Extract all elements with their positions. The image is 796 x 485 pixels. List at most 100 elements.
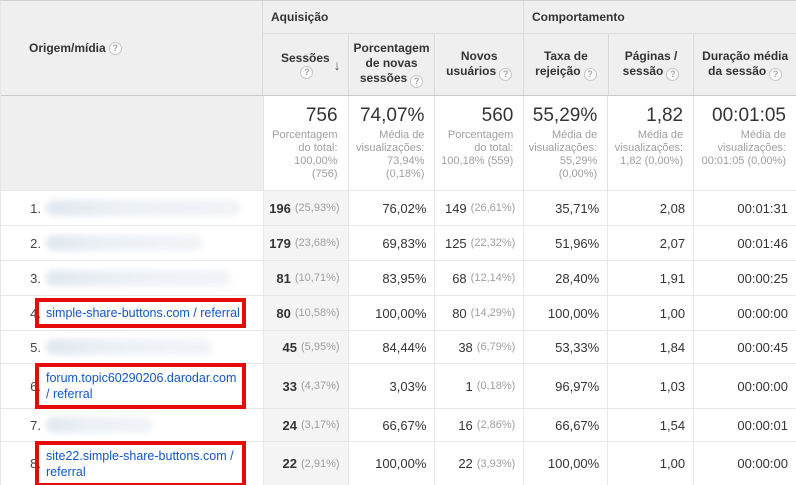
bounce-rate-value: 66,67%: [523, 409, 607, 441]
sort-descending-icon[interactable]: ↓: [333, 57, 341, 73]
redacted-source-blur: [46, 235, 203, 251]
totals-sessions-value: 756: [305, 105, 338, 126]
source-link[interactable]: site22.simple-share-buttons.com / referr…: [46, 448, 234, 479]
sessions-share: (3,17%): [301, 419, 340, 431]
new-users-share: (3,93%): [476, 457, 516, 470]
column-header-avg-session-duration-label: Duração média da sessão: [702, 48, 789, 78]
bounce-rate-value: 53,33%: [523, 331, 607, 363]
pct-new-sessions-value: 100,00%: [347, 442, 435, 485]
help-icon[interactable]: ?: [300, 65, 314, 79]
avg-session-duration-value: 00:00:00: [693, 296, 796, 330]
red-annotation-box: forum.topic60290206.darodar.com / referr…: [35, 363, 246, 409]
help-icon[interactable]: ?: [769, 67, 783, 81]
sessions-share: (10,71%): [294, 272, 340, 284]
column-header-pages-per-session[interactable]: Páginas / sessão?: [607, 34, 694, 95]
totals-new-users-value: 560: [481, 105, 514, 126]
dimension-label[interactable]: Origem/mídia: [29, 41, 106, 55]
pct-new-sessions-value: 69,83%: [347, 226, 435, 260]
table-row: 7. 24 (3,17%) 66,67% 16 (2,86%) 66,67% 1,5…: [1, 409, 796, 442]
new-users-value: 1: [465, 378, 473, 394]
sessions-share: (10,58%): [294, 307, 340, 319]
pages-per-session-value: 1,84: [607, 331, 693, 363]
totals-pages-per-session-note: Média de visualizações: 1,82 (0,00%): [614, 129, 684, 167]
redacted-source-blur: [46, 270, 231, 286]
sessions-value: 45: [282, 339, 297, 355]
bounce-rate-value: 35,71%: [523, 191, 607, 225]
column-header-pct-new-sessions-label: Porcentagem de novas sessões: [353, 41, 430, 85]
sessions-value: 33: [282, 378, 297, 394]
group-behavior: Comportamento Taxa de rejeição? Páginas …: [523, 1, 796, 95]
column-header-sessions[interactable]: Sessões ? ↓: [263, 34, 348, 95]
table-row: 2. 179 (23,68%) 69,83% 125 (22,32%) 51,96%…: [1, 226, 796, 261]
new-users-share: (2,86%): [476, 419, 516, 431]
totals-bounce-rate: 55,29% Média de visualizações: 55,29% (0…: [523, 96, 607, 190]
pages-per-session-value: 2,07: [607, 226, 693, 260]
new-users-value: 80: [452, 305, 467, 321]
bounce-rate-value: 100,00%: [523, 296, 607, 330]
totals-pct-new-sessions-value: 74,07%: [359, 105, 425, 126]
new-users-value: 38: [458, 339, 473, 355]
table-row: 3. 81 (10,71%) 83,95% 68 (12,14%) 28,40% 1…: [1, 261, 796, 296]
table-row: 4. simple-share-buttons.com / referral 80…: [1, 296, 796, 331]
new-users-share: (22,32%): [470, 237, 516, 249]
sessions-value: 22: [282, 456, 297, 471]
avg-session-duration-value: 00:01:31: [693, 191, 796, 225]
help-icon[interactable]: ?: [410, 75, 424, 88]
totals-sessions-note: Porcentagem do total: 100,00% (756): [272, 129, 338, 180]
column-header-pct-new-sessions[interactable]: Porcentagem de novas sessões?: [347, 34, 435, 95]
column-header-avg-session-duration[interactable]: Duração média da sessão?: [693, 34, 796, 95]
avg-session-duration-value: 00:00:25: [693, 261, 796, 295]
totals-new-users: 560 Porcentagem do total: 100,18% (559): [434, 96, 523, 190]
row-index: 3.: [30, 270, 41, 286]
column-header-new-users[interactable]: Novos usuários?: [434, 34, 523, 95]
avg-session-duration-value: 00:01:46: [693, 226, 796, 260]
avg-session-duration-value: 00:00:01: [693, 409, 796, 441]
pct-new-sessions-value: 3,03%: [347, 364, 435, 408]
bounce-rate-value: 100,00%: [523, 442, 607, 485]
sessions-share: (4,37%): [301, 380, 340, 392]
pages-per-session-value: 1,00: [607, 296, 693, 330]
totals-bounce-rate-note: Média de visualizações: 55,29% (0,00%): [528, 129, 598, 180]
new-users-share: (14,29%): [470, 307, 516, 319]
table-row: 8. site22.simple-share-buttons.com / refe…: [1, 440, 796, 485]
help-icon[interactable]: ?: [499, 67, 513, 81]
new-users-share: (12,14%): [470, 272, 516, 284]
totals-row: 756 Porcentagem do total: 100,00% (756) …: [1, 96, 796, 191]
column-header-bounce-rate[interactable]: Taxa de rejeição?: [524, 34, 608, 95]
totals-avg-session-duration-note: Média de visualizações: 00:01:05 (0,00%): [701, 129, 786, 167]
column-header-sessions-label: Sessões: [280, 50, 330, 65]
dimension-header[interactable]: Origem/mídia ?: [1, 1, 262, 95]
new-users-share: (26,61%): [470, 202, 516, 214]
totals-pct-new-sessions-note: Média de visualizações: 73,94% (0,18%): [355, 129, 425, 180]
new-users-value: 16: [458, 417, 473, 433]
totals-pct-new-sessions: 74,07% Média de visualizações: 73,94% (0…: [347, 96, 435, 190]
new-users-share: (0,18%): [476, 380, 516, 392]
row-index: 1.: [30, 200, 41, 216]
column-header-new-users-label: Novos usuários: [446, 48, 498, 78]
totals-bounce-rate-value: 55,29%: [532, 105, 598, 126]
group-acquisition: Aquisição Sessões ? ↓ Porcentagem de nov…: [262, 1, 523, 95]
source-link[interactable]: simple-share-buttons.com / referral: [46, 306, 240, 320]
pct-new-sessions-value: 66,67%: [347, 409, 435, 441]
pages-per-session-value: 1,00: [607, 442, 693, 485]
help-icon[interactable]: ?: [583, 67, 597, 81]
totals-avg-session-duration-value: 00:01:05: [712, 105, 786, 126]
group-behavior-title: Comportamento: [524, 1, 796, 34]
new-users-value: 125: [444, 235, 467, 251]
sessions-value: 81: [276, 270, 291, 286]
bounce-rate-value: 96,97%: [523, 364, 607, 408]
bounce-rate-value: 51,96%: [523, 226, 607, 260]
avg-session-duration-value: 00:00:00: [693, 442, 796, 485]
source-link[interactable]: forum.topic60290206.darodar.com / referr…: [46, 371, 237, 401]
sessions-share: (25,93%): [294, 202, 340, 214]
new-users-share: (6,79%): [476, 341, 516, 353]
totals-dimension-cell: [1, 96, 263, 190]
table-row: 6. forum.topic60290206.darodar.com / refe…: [1, 363, 796, 409]
group-acquisition-title: Aquisição: [263, 1, 523, 34]
table-row: 1. 196 (25,93%) 76,02% 149 (26,61%) 35,71%…: [1, 191, 796, 226]
avg-session-duration-value: 00:00:00: [693, 364, 796, 408]
help-icon[interactable]: ?: [666, 67, 680, 81]
sessions-value: 179: [269, 235, 291, 251]
help-icon[interactable]: ?: [108, 41, 122, 55]
